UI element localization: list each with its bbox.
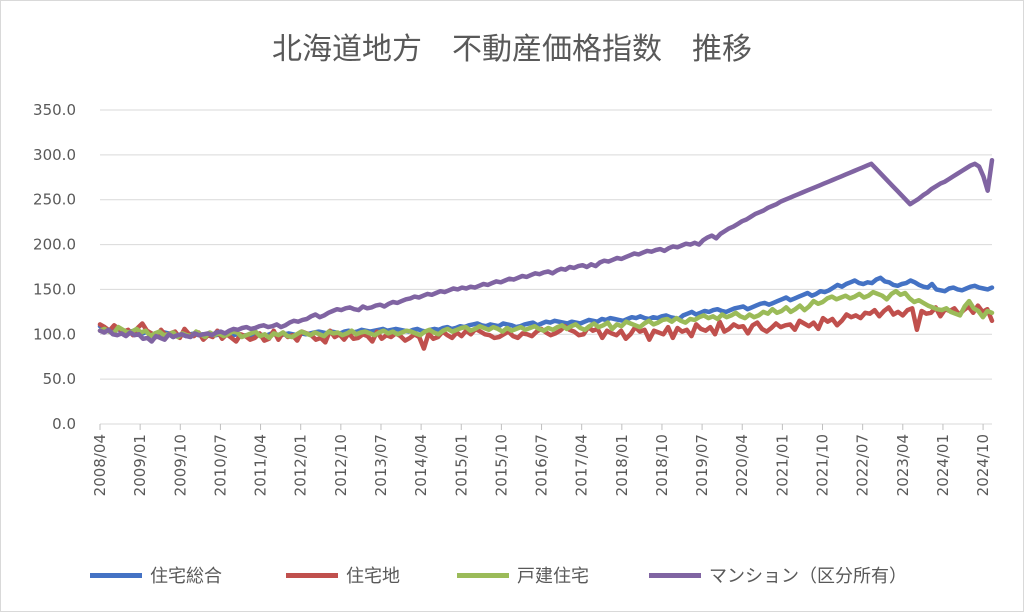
x-tick-label: 2013/07 [372,434,390,496]
chart-title: 北海道地方 不動産価格指数 推移 [272,32,752,67]
legend-swatch [457,572,509,578]
x-tick-label: 2014/04 [412,434,430,496]
legend-item: 住宅地 [286,560,400,590]
x-tick-label: 2021/10 [814,434,832,496]
x-tick-label: 2020/04 [733,434,751,496]
chart-legend: 住宅総合 住宅地 戸建住宅 マンション（区分所有） [0,560,1024,590]
y-tick-label: 200.0 [33,236,76,254]
legend-swatch [286,572,338,578]
x-tick-label: 2012/10 [332,434,350,496]
y-tick-label: 350.0 [33,101,76,119]
x-tick-label: 2009/01 [131,434,149,496]
legend-label: 住宅地 [346,566,400,587]
x-tick-label: 2008/04 [91,434,109,496]
x-tick-label: 2016/07 [533,434,551,496]
x-tick-label: 2010/07 [211,434,229,496]
legend-label: マンション（区分所有） [709,566,907,587]
x-tick-label: 2021/01 [773,434,791,496]
x-tick-label: 2018/01 [613,434,631,496]
x-tick-label: 2024/10 [974,434,992,496]
x-tick-label: 2015/01 [452,434,470,496]
x-tick-label: 2024/01 [934,434,952,496]
x-tick-label: 2018/10 [653,434,671,496]
y-tick-label: 50.0 [43,370,76,388]
x-tick-label: 2017/04 [573,434,591,496]
x-tick-label: 2009/10 [171,434,189,496]
y-tick-label: 100.0 [33,325,76,343]
x-tick-label: 2012/01 [292,434,310,496]
legend-item: 住宅総合 [90,560,222,590]
legend-swatch [649,572,701,578]
x-tick-label: 2019/07 [693,434,711,496]
x-tick-label: 2011/04 [252,434,270,496]
legend-item: 戸建住宅 [457,560,589,590]
x-tick-label: 2015/10 [492,434,510,496]
legend-swatch [90,572,142,578]
y-tick-label: 0.0 [52,415,76,433]
legend-item: マンション（区分所有） [649,560,907,590]
legend-label: 戸建住宅 [517,566,589,587]
y-tick-label: 300.0 [33,146,76,164]
series-line [97,303,995,351]
series-line [97,157,995,344]
y-tick-label: 150.0 [33,280,76,298]
x-tick-label: 2022/07 [854,434,872,496]
x-tick-label: 2023/04 [894,434,912,496]
series-line [97,288,995,341]
legend-label: 住宅総合 [150,566,222,587]
y-tick-label: 250.0 [33,191,76,209]
